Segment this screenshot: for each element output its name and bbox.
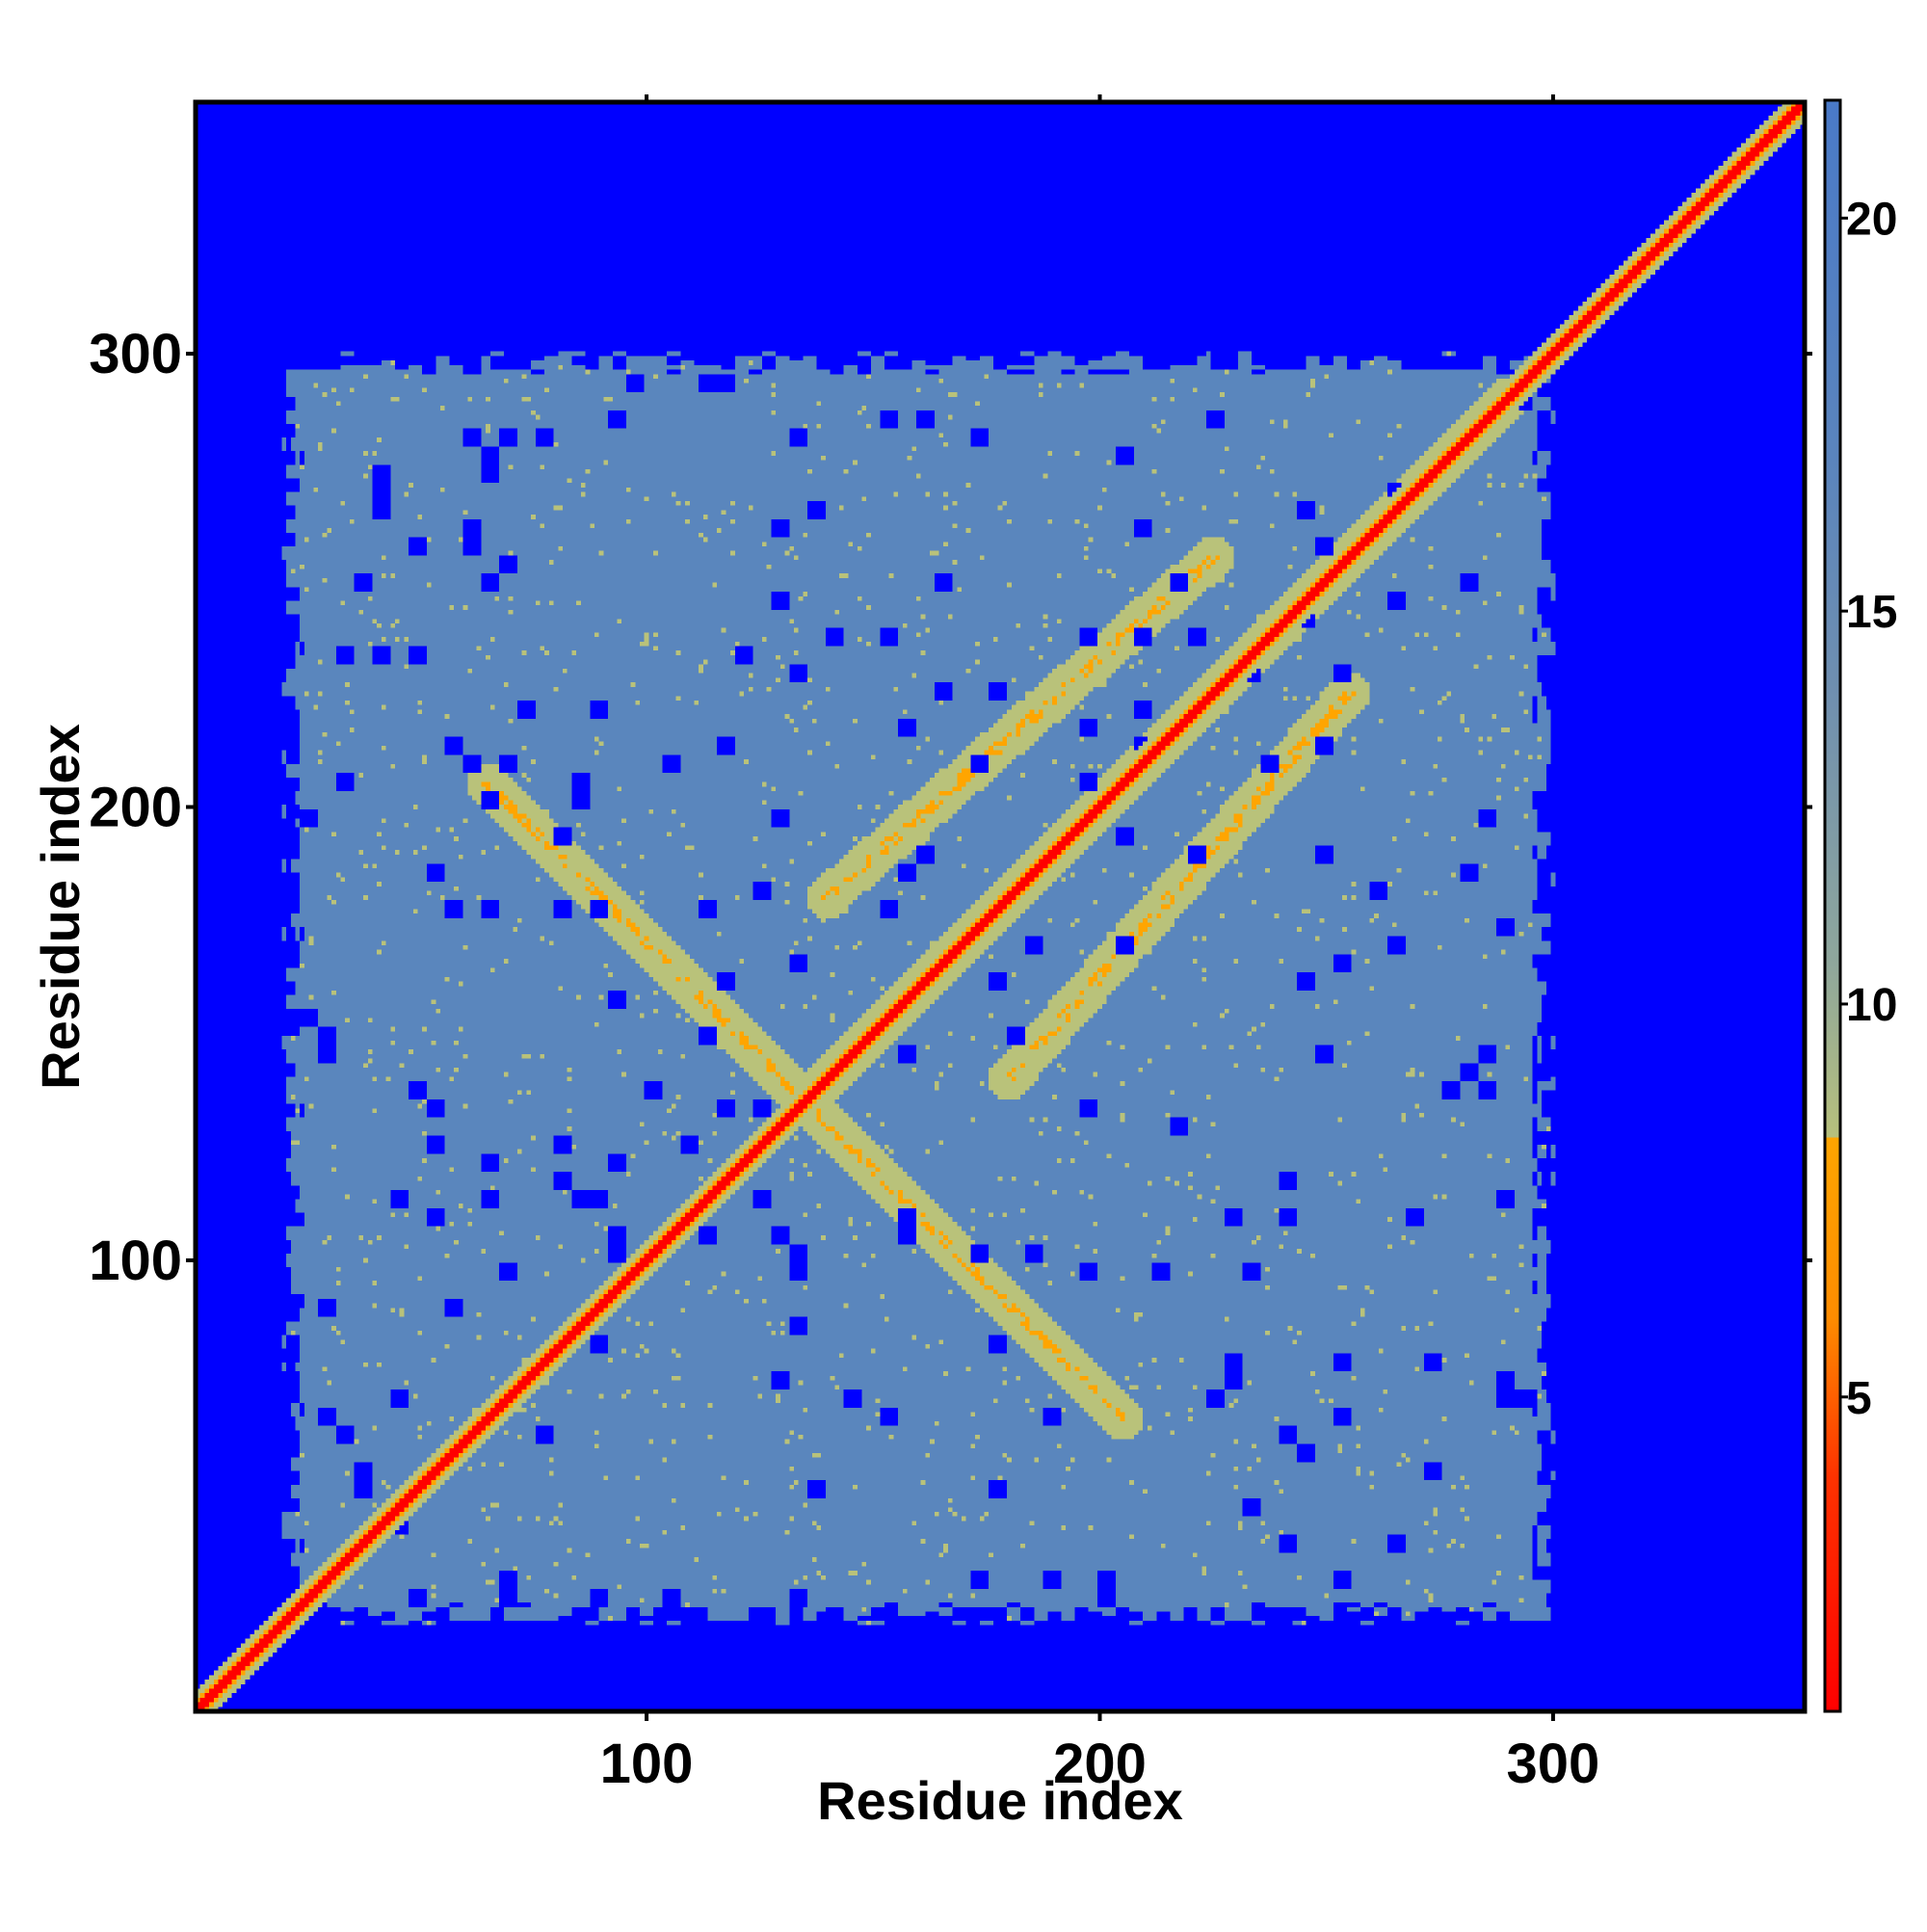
y-tick-label: 100: [89, 1230, 182, 1292]
x-axis: 100 200 300: [600, 94, 1600, 1795]
colorbar-tick-label: 20: [1846, 194, 1897, 245]
y-axis: 100 200 300: [89, 323, 1812, 1292]
colorbar: 5 10 15 20: [1823, 98, 1897, 1713]
colorbar-tick-label: 5: [1846, 1373, 1872, 1424]
heatmap-layer: [196, 102, 1805, 1711]
x-tick-label: 300: [1507, 1733, 1600, 1795]
y-tick-label: 300: [89, 323, 182, 385]
colorbar-gradient: [1823, 98, 1842, 1713]
x-axis-title: Residue index: [817, 1770, 1183, 1831]
x-tick-label: 200: [1053, 1733, 1147, 1795]
y-tick-label: 200: [89, 777, 182, 839]
contact-map-heatmap: [196, 102, 1805, 1711]
colorbar-tick-label: 10: [1846, 980, 1897, 1031]
y-axis-title: Residue index: [30, 724, 91, 1090]
colorbar-tick-label: 15: [1846, 587, 1897, 638]
x-tick-label: 100: [600, 1733, 694, 1795]
plot-frame: [193, 99, 1808, 1714]
